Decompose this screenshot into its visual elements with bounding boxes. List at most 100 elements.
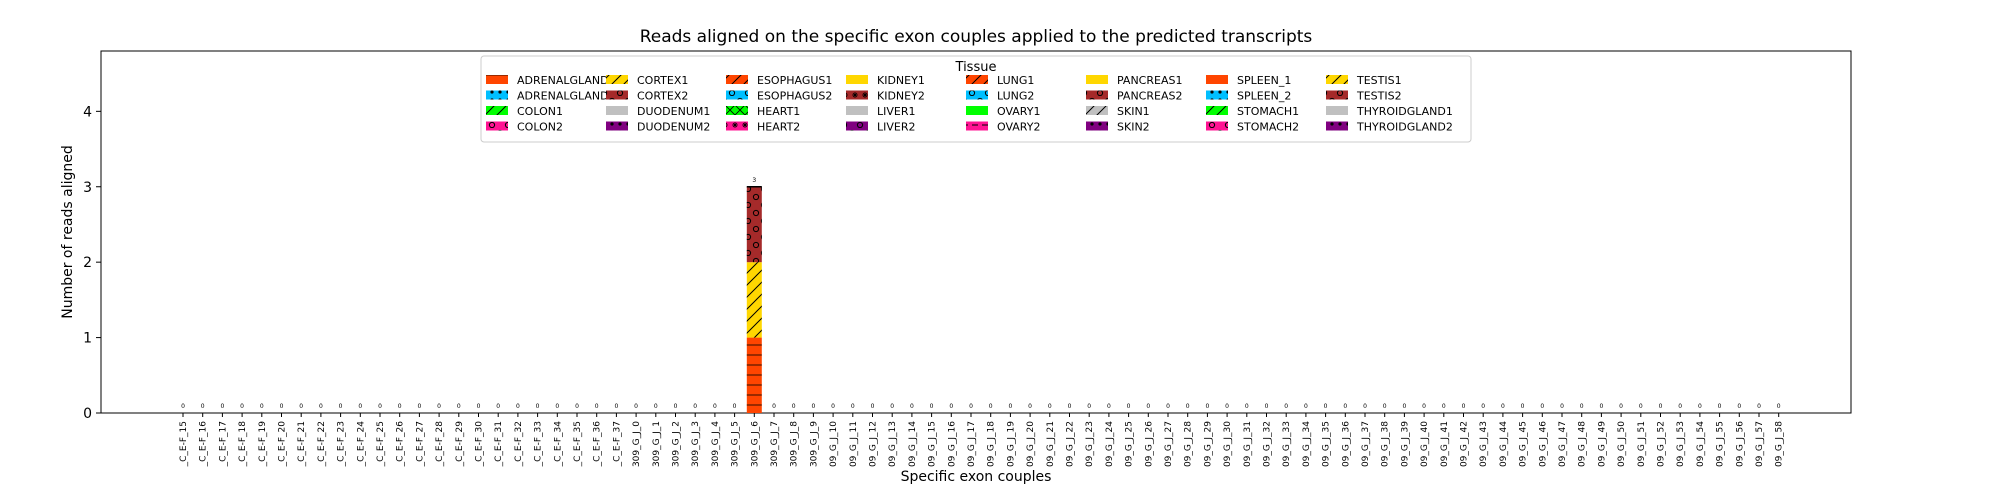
x-tick-label: _C_E-F_23: [337, 421, 347, 467]
x-tick-label: 09_G_J_27: [1164, 421, 1174, 467]
legend-label: LUNG2: [997, 90, 1034, 103]
bar-value-label: 0: [299, 403, 303, 410]
x-tick-label: 09_G_J_37: [1361, 421, 1371, 467]
bar-value-label: 0: [733, 403, 737, 410]
legend-swatch-hatch: [1206, 106, 1228, 115]
x-tick-label: 09_G_J_19: [1006, 421, 1016, 467]
bar-value-label: 0: [1265, 403, 1269, 410]
legend-item-testis1: TESTIS1: [1326, 74, 1402, 87]
legend-item-heart1: HEART1: [726, 105, 800, 118]
bar-value-label: 0: [1087, 403, 1091, 410]
x-tick-label: 09_G_J_43: [1479, 421, 1489, 467]
legend-swatch-hatch: [846, 90, 868, 100]
bar-value-label: 0: [1068, 403, 1072, 410]
legend-swatch: [1206, 75, 1228, 84]
legend-item-esophagus1: ESOPHAGUS1: [726, 74, 832, 87]
bar-value-label: 0: [1245, 403, 1249, 410]
bar-value-label: 0: [1028, 403, 1032, 410]
bar-value-label: 0: [536, 403, 540, 410]
bar-value-label: 0: [595, 403, 599, 410]
legend-swatch: [606, 106, 628, 115]
legend-item-pancreas2: PANCREAS2: [1086, 90, 1182, 103]
legend-item-liver2: LIVER2: [846, 121, 916, 134]
legend-item-lung2: LUNG2: [966, 90, 1034, 103]
bar-value-label: 0: [1737, 403, 1741, 410]
legend-swatch: [846, 75, 868, 84]
x-tick-label: 09_G_J_45: [1519, 421, 1529, 467]
legend-item-liver1: LIVER1: [846, 105, 916, 118]
x-tick-label: 09_G_J_55: [1716, 421, 1726, 467]
x-tick-label: 09_G_J_42: [1460, 421, 1470, 467]
legend-items: ADRENALGLAND1 ADRENALGLAND2 COLON1 COLON2 CO…: [486, 74, 1453, 134]
x-tick-label: 09_G_J_57: [1755, 421, 1765, 467]
legend-swatch-hatch: [726, 75, 748, 84]
x-tick-label: _C_E-F_35: [573, 421, 583, 467]
legend-label: TESTIS1: [1356, 74, 1402, 87]
y-tick-label: 2: [83, 255, 92, 271]
bar-value-label: 0: [437, 403, 441, 410]
x-tick-label: 09_G_J_52: [1657, 421, 1667, 467]
legend-swatch-hatch: [726, 121, 748, 131]
x-tick-label: 09_G_J_22: [1066, 421, 1076, 467]
x-tick-label: 09_G_J_50: [1617, 421, 1627, 467]
x-tick-label: 09_G_J_10: [829, 421, 839, 467]
x-axis: _C_E-F_15 _C_E-F_16 _C_E-F_17 _C_E-F_18 _C_E…: [179, 413, 1785, 467]
bar-value-label: 0: [201, 403, 205, 410]
bar-value-label: 0: [1343, 403, 1347, 410]
bar-value-label: 0: [1619, 403, 1623, 410]
legend-label: CORTEX1: [637, 74, 688, 87]
legend-item-thyroidgland1: THYROIDGLAND1: [1326, 105, 1453, 118]
bars-layer: [746, 186, 762, 413]
x-tick-label: 09_G_J_33: [1282, 421, 1292, 467]
x-tick-label: 309_G_J_5: [731, 421, 741, 467]
legend-swatch-hatch: [1086, 90, 1108, 100]
legend-swatch-hatch: [1206, 90, 1228, 100]
bar-value-label: 0: [989, 403, 993, 410]
bar-value-label: 0: [1324, 403, 1328, 410]
x-tick-label: _C_E-F_33: [534, 421, 544, 467]
bar-value-label: 0: [575, 403, 579, 410]
legend-swatch-hatch: [966, 90, 988, 100]
x-tick-label: 09_G_J_48: [1578, 421, 1588, 467]
bar-value-label: 0: [240, 403, 244, 410]
x-tick-label: _C_E-F_36: [593, 421, 603, 468]
bar-value-label: 0: [1402, 403, 1406, 410]
legend: Tissue ADRENALGLAND1 ADRENALGLAND2 COLON1 C…: [480, 55, 1472, 143]
legend-item-testis2: TESTIS2: [1326, 90, 1402, 103]
bar-value-label: 0: [1048, 403, 1052, 410]
legend-swatch-hatch: [1206, 121, 1228, 131]
bar-value-label: 0: [949, 403, 953, 410]
x-tick-label: 09_G_J_26: [1144, 421, 1154, 467]
x-tick-label: _C_E-F_34: [553, 421, 563, 468]
legend-swatch-hatch: [486, 75, 508, 84]
legend-label: ESOPHAGUS1: [757, 74, 832, 87]
bar-value-label: 0: [398, 403, 402, 410]
legend-label: SKIN2: [1117, 121, 1150, 134]
bar-value-label: 0: [555, 403, 559, 410]
bar-value-label: 0: [713, 403, 717, 410]
legend-item-spleen-2: SPLEEN_2: [1206, 90, 1291, 103]
legend-swatch-hatch: [966, 121, 988, 131]
legend-item-ovary2: OVARY2: [966, 121, 1040, 134]
legend-swatch-hatch: [1326, 75, 1348, 84]
legend-item-thyroidgland2: THYROIDGLAND2: [1326, 121, 1453, 134]
bar-value-label: 0: [890, 403, 894, 410]
bar-value-label: 0: [1757, 403, 1761, 410]
legend-label: KIDNEY1: [877, 74, 925, 87]
bar-value-label: 0: [831, 403, 835, 410]
x-tick-label: 09_G_J_24: [1105, 421, 1115, 467]
legend-swatch: [846, 106, 868, 115]
x-tick-label: 09_G_J_47: [1558, 421, 1568, 467]
x-tick-label: 09_G_J_49: [1597, 421, 1607, 467]
legend-item-pancreas1: PANCREAS1: [1086, 74, 1182, 87]
legend-item-duodenum1: DUODENUM1: [606, 105, 710, 118]
legend-label: THYROIDGLAND1: [1356, 105, 1453, 118]
legend-swatch-hatch: [606, 90, 628, 100]
bar-value-label: 0: [477, 403, 481, 410]
legend-swatch-hatch: [486, 90, 508, 100]
y-tick-label: 3: [83, 180, 92, 196]
bar-value-label: 0: [614, 403, 618, 410]
legend-label: COLON1: [517, 105, 563, 118]
y-tick-label: 1: [83, 331, 92, 347]
